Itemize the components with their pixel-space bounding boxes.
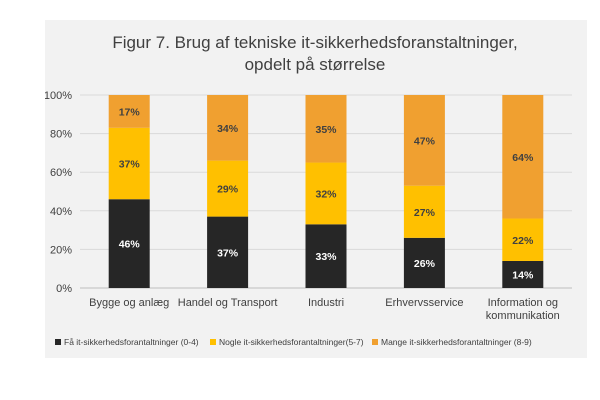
y-tick-label: 20% (50, 244, 72, 256)
data-label: 47% (414, 135, 436, 147)
chart-title-line: opdelt på størrelse (245, 55, 386, 74)
bar-segment (305, 162, 347, 225)
bar-segment (305, 95, 347, 163)
bar-segment (207, 95, 249, 161)
x-category-label: Handel og Transport (178, 297, 278, 309)
chart-panel: Figur 7. Brug af tekniske it-sikkerhedsf… (45, 20, 587, 358)
y-tick-label: 0% (56, 283, 72, 295)
bar-segment (403, 237, 445, 288)
legend-swatch (210, 339, 216, 345)
y-tick-label: 40% (50, 206, 72, 218)
data-label: 34% (217, 123, 239, 135)
data-label: 26% (414, 258, 436, 270)
bar-segment (108, 127, 150, 200)
bar-segment (502, 95, 544, 219)
data-label: 64% (512, 152, 534, 164)
legend-label: Få it-sikkerhedsforantaltninger (0-4) (64, 337, 199, 347)
x-category-label: Information og (488, 297, 558, 309)
legend-swatch (372, 339, 378, 345)
y-tick-label: 80% (50, 129, 72, 141)
bar-segment (403, 95, 445, 186)
bar-segment (207, 160, 249, 217)
stacked-bar-chart: Figur 7. Brug af tekniske it-sikkerhedsf… (45, 33, 572, 347)
data-label: 33% (315, 251, 337, 263)
legend-swatch (55, 339, 61, 345)
bar-segment (403, 185, 445, 238)
bar-segment (502, 218, 544, 261)
x-category-label: Erhvervsservice (385, 297, 463, 309)
x-category-label: Industri (308, 297, 344, 309)
data-label: 37% (217, 247, 239, 259)
data-label: 32% (315, 188, 337, 200)
x-category-label: Bygge og anlæg (89, 297, 169, 309)
chart-title-line: Figur 7. Brug af tekniske it-sikkerhedsf… (112, 33, 517, 52)
y-tick-label: 100% (45, 90, 72, 102)
data-label: 35% (315, 124, 337, 136)
data-label: 27% (414, 207, 436, 219)
x-category-label: kommunikation (486, 310, 560, 322)
bar-segment (207, 216, 249, 288)
data-label: 37% (119, 159, 141, 171)
data-label: 22% (512, 235, 534, 247)
data-label: 17% (119, 106, 141, 118)
data-label: 46% (119, 239, 141, 251)
bar-segment (108, 199, 150, 288)
y-tick-label: 60% (50, 167, 72, 179)
bar-segment (502, 260, 544, 288)
legend-label: Nogle it-sikkerhedsforantaltninger(5-7) (219, 337, 364, 347)
bar-segment (305, 224, 347, 288)
legend-label: Mange it-sikkerhedsforantaltninger (8-9) (381, 337, 532, 347)
bar-segment (108, 95, 150, 128)
data-label: 29% (217, 184, 239, 196)
data-label: 14% (512, 269, 534, 281)
